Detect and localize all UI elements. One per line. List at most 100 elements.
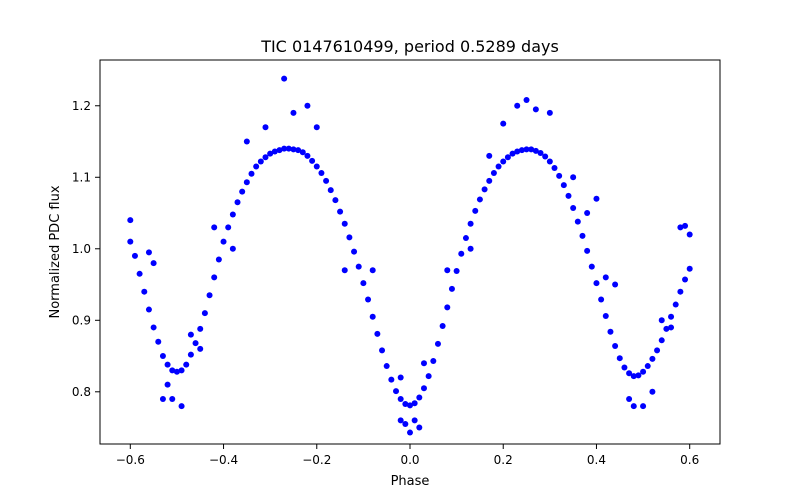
data-point [630, 373, 637, 380]
data-point [178, 403, 185, 410]
data-point [383, 363, 390, 370]
data-point [630, 403, 637, 410]
data-point [159, 395, 166, 402]
data-point [136, 270, 143, 277]
data-point [341, 220, 348, 227]
data-point [225, 224, 232, 231]
data-point [313, 124, 320, 131]
data-point [257, 158, 264, 165]
data-point [309, 157, 316, 164]
data-point [234, 199, 241, 206]
data-point [439, 323, 446, 330]
data-point [337, 208, 344, 215]
data-point [281, 145, 288, 152]
data-point [537, 149, 544, 156]
data-point [649, 388, 656, 395]
data-point [220, 238, 227, 245]
data-point [155, 338, 162, 345]
x-tick-label: 0.6 [680, 453, 699, 467]
data-point [486, 177, 493, 184]
data-point [346, 234, 353, 241]
data-point [420, 385, 427, 392]
data-point [369, 267, 376, 274]
data-point [374, 330, 381, 337]
data-point [616, 355, 623, 362]
y-tick-label: 1.1 [72, 170, 91, 184]
data-point [467, 220, 474, 227]
data-point [411, 400, 418, 407]
data-point [626, 370, 633, 377]
data-point [542, 153, 549, 160]
data-point [341, 267, 348, 274]
data-point [206, 292, 213, 299]
data-point [532, 106, 539, 113]
data-point [481, 186, 488, 193]
data-point [602, 274, 609, 281]
data-point [509, 150, 516, 157]
data-points [127, 75, 693, 436]
data-point [658, 317, 665, 324]
data-point [313, 163, 320, 170]
data-point [593, 195, 600, 202]
data-point [197, 325, 204, 332]
data-point [411, 417, 418, 424]
data-point [369, 313, 376, 320]
data-point [295, 147, 302, 154]
data-point [327, 187, 334, 194]
data-point [425, 373, 432, 380]
y-tick-label: 1.0 [72, 242, 91, 256]
data-point [416, 424, 423, 431]
data-point [290, 109, 297, 116]
data-point [187, 331, 194, 338]
data-point [248, 170, 255, 177]
y-tick-label: 0.8 [72, 385, 91, 399]
data-point [145, 306, 152, 313]
data-point [243, 179, 250, 186]
data-point [462, 235, 469, 242]
data-point [318, 169, 325, 176]
data-point [504, 154, 511, 161]
data-point [402, 420, 409, 427]
data-point [672, 301, 679, 308]
data-point [584, 210, 591, 217]
data-point [187, 351, 194, 358]
x-axis-ticks: −0.6 −0.4 −0.2 0.0 0.2 0.4 0.6 [116, 444, 699, 467]
data-point [602, 313, 609, 319]
data-point [500, 158, 507, 165]
data-point [612, 281, 619, 288]
data-point [621, 364, 628, 371]
x-tick-label: 0.2 [494, 453, 513, 467]
y-tick-label: 0.9 [72, 313, 91, 327]
data-point [229, 211, 236, 218]
data-point [598, 296, 605, 303]
data-point [365, 296, 372, 303]
data-point [178, 367, 185, 374]
data-point [393, 388, 400, 395]
data-point [267, 150, 274, 157]
data-point [546, 109, 553, 116]
data-point [243, 138, 250, 145]
data-point [453, 267, 460, 274]
data-point [626, 395, 633, 402]
data-point [546, 158, 553, 165]
data-point [299, 149, 306, 156]
data-point [229, 245, 236, 252]
data-point [663, 325, 670, 332]
data-point [183, 361, 190, 368]
data-point [514, 102, 521, 109]
data-point [658, 337, 665, 344]
data-point [388, 376, 395, 383]
data-point [397, 417, 404, 424]
data-point [159, 353, 166, 360]
data-point [290, 146, 297, 153]
data-point [635, 372, 642, 379]
x-tick-label: −0.4 [209, 453, 238, 467]
data-point [150, 324, 157, 331]
data-point [332, 197, 339, 204]
data-point [570, 205, 577, 212]
data-point [323, 177, 330, 184]
data-point [407, 402, 413, 409]
data-point [472, 207, 479, 214]
data-point [169, 395, 176, 402]
